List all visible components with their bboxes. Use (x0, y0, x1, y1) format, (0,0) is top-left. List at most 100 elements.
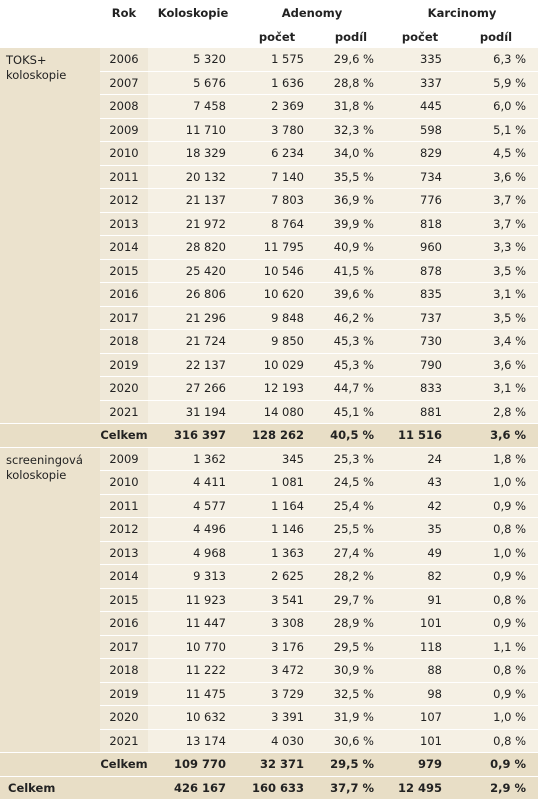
value-cell: 1 363 (238, 541, 316, 565)
value-cell: 0,8 % (454, 518, 538, 542)
header-cell: Karcinomy (386, 0, 538, 26)
value-cell: 29,7 % (316, 588, 386, 612)
value-cell: 101 (386, 729, 454, 753)
value-cell: 10 620 (238, 283, 316, 307)
value-cell: 118 (386, 635, 454, 659)
value-cell: 4 030 (238, 729, 316, 753)
value-cell: 39,9 % (316, 212, 386, 236)
value-cell: 960 (386, 236, 454, 260)
value-cell: 24,5 % (316, 471, 386, 495)
value-cell: 10 632 (148, 706, 238, 730)
value-cell: 82 (386, 565, 454, 589)
value-cell: 25,5 % (316, 518, 386, 542)
value-cell: 3 541 (238, 588, 316, 612)
value-cell: 11 222 (148, 659, 238, 683)
value-cell: 28,9 % (316, 612, 386, 636)
value-cell: 0,8 % (454, 729, 538, 753)
value-cell: 7 458 (148, 95, 238, 119)
year-cell: 2017 (100, 306, 148, 330)
grand-total-cell: 12 495 (386, 776, 454, 800)
value-cell: 1,0 % (454, 471, 538, 495)
year-cell: 2021 (100, 729, 148, 753)
value-cell: 5,9 % (454, 71, 538, 95)
value-cell: 3,1 % (454, 377, 538, 401)
total-label: Celkem (100, 753, 148, 777)
value-cell: 734 (386, 165, 454, 189)
value-cell: 818 (386, 212, 454, 236)
value-cell: 881 (386, 400, 454, 424)
value-cell: 1,1 % (454, 635, 538, 659)
value-cell: 1,8 % (454, 447, 538, 471)
year-cell: 2016 (100, 612, 148, 636)
grand-total-label: Celkem (0, 776, 148, 800)
value-cell: 35,5 % (316, 165, 386, 189)
value-cell: 10 770 (148, 635, 238, 659)
value-cell: 345 (238, 447, 316, 471)
value-cell: 28,2 % (316, 565, 386, 589)
value-cell: 14 080 (238, 400, 316, 424)
value-cell: 11 795 (238, 236, 316, 260)
value-cell: 3,6 % (454, 353, 538, 377)
value-cell: 9 850 (238, 330, 316, 354)
value-cell: 829 (386, 142, 454, 166)
value-cell: 1 575 (238, 48, 316, 72)
value-cell: 98 (386, 682, 454, 706)
year-cell: 2011 (100, 165, 148, 189)
value-cell: 11 447 (148, 612, 238, 636)
value-cell: 25,4 % (316, 494, 386, 518)
year-cell: 2013 (100, 212, 148, 236)
value-cell: 3,5 % (454, 306, 538, 330)
year-cell: 2018 (100, 659, 148, 683)
value-cell: 43 (386, 471, 454, 495)
value-cell: 30,6 % (316, 729, 386, 753)
year-cell: 2012 (100, 518, 148, 542)
value-cell: 3 308 (238, 612, 316, 636)
year-cell: 2020 (100, 706, 148, 730)
value-cell: 42 (386, 494, 454, 518)
value-cell: 2 625 (238, 565, 316, 589)
value-cell: 335 (386, 48, 454, 72)
value-cell: 3 729 (238, 682, 316, 706)
value-cell: 45,1 % (316, 400, 386, 424)
value-cell: 31,9 % (316, 706, 386, 730)
subheader-cell: počet (238, 26, 316, 48)
value-cell: 101 (386, 612, 454, 636)
year-cell: 2019 (100, 353, 148, 377)
value-cell: 445 (386, 95, 454, 119)
value-cell: 3,6 % (454, 165, 538, 189)
value-cell: 34,0 % (316, 142, 386, 166)
value-cell: 0,8 % (454, 659, 538, 683)
value-cell: 3 391 (238, 706, 316, 730)
value-cell: 21 137 (148, 189, 238, 213)
value-cell: 32,3 % (316, 118, 386, 142)
value-cell: 49 (386, 541, 454, 565)
year-cell: 2014 (100, 236, 148, 260)
year-cell: 2015 (100, 588, 148, 612)
year-cell: 2015 (100, 259, 148, 283)
value-cell: 26 806 (148, 283, 238, 307)
year-cell: 2021 (100, 400, 148, 424)
value-cell: 10 546 (238, 259, 316, 283)
value-cell: 6 234 (238, 142, 316, 166)
value-cell: 35 (386, 518, 454, 542)
value-cell: 31 194 (148, 400, 238, 424)
value-cell: 107 (386, 706, 454, 730)
value-cell: 9 848 (238, 306, 316, 330)
value-cell: 20 132 (148, 165, 238, 189)
year-cell: 2010 (100, 142, 148, 166)
total-blank (0, 424, 100, 448)
total-cell: 32 371 (238, 753, 316, 777)
value-cell: 1,0 % (454, 706, 538, 730)
year-cell: 2014 (100, 565, 148, 589)
value-cell: 3,4 % (454, 330, 538, 354)
value-cell: 27 266 (148, 377, 238, 401)
value-cell: 0,9 % (454, 565, 538, 589)
year-cell: 2009 (100, 447, 148, 471)
value-cell: 1 362 (148, 447, 238, 471)
value-cell: 28,8 % (316, 71, 386, 95)
total-cell: 316 397 (148, 424, 238, 448)
value-cell: 30,9 % (316, 659, 386, 683)
value-cell: 5,1 % (454, 118, 538, 142)
value-cell: 36,9 % (316, 189, 386, 213)
total-cell: 3,6 % (454, 424, 538, 448)
